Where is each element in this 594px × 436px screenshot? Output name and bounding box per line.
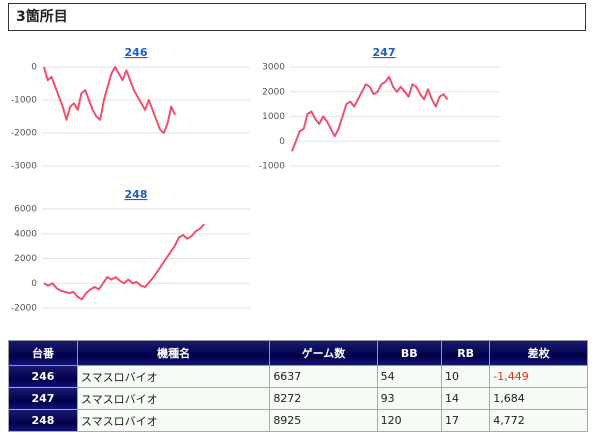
line: [43, 66, 176, 134]
table-row: 247 スマスロバイオ 8272 93 14 1,684: [8, 387, 588, 410]
chart-title[interactable]: 247: [373, 46, 396, 59]
y-tick-label: -1000: [11, 96, 37, 106]
table-cell: 6637: [269, 365, 378, 388]
table-cell: -1,449: [489, 365, 588, 388]
machine-number: 247: [8, 387, 78, 410]
table-cell: 120: [376, 409, 443, 432]
y-tick-label: 3000: [262, 63, 285, 73]
table-cell: 10: [440, 365, 491, 388]
machine-number: 248: [8, 409, 78, 432]
chart-title[interactable]: 248: [125, 188, 148, 201]
column-header: RB: [440, 340, 491, 366]
table-cell: スマスロバイオ: [76, 387, 271, 410]
y-tick-label: -2000: [11, 129, 37, 139]
table-cell: スマスロバイオ: [76, 409, 271, 432]
column-header: BB: [376, 340, 443, 366]
table-cell: 14: [440, 387, 491, 410]
table-cell: 1,684: [489, 387, 588, 410]
y-tick-label: 6000: [14, 205, 37, 215]
table-cell: 54: [376, 365, 443, 388]
y-tick-label: 0: [31, 279, 37, 289]
y-tick-label: -2000: [11, 304, 37, 314]
column-header: 差枚: [489, 340, 588, 366]
line: [291, 75, 449, 152]
charts: 246 0 -1000 -2000 -3000 247 3000 2000 1000 0 -1000…: [11, 46, 500, 314]
y-tick-label: 2000: [14, 254, 37, 264]
machine-number: 246: [8, 365, 78, 388]
table-row: 248 スマスロバイオ 8925 120 17 4,772: [8, 409, 588, 432]
table-cell: 8925: [269, 409, 378, 432]
y-tick-label: 4000: [14, 229, 37, 239]
table-row: 246 スマスロバイオ 6637 54 10 -1,449: [8, 365, 588, 388]
y-tick-label: 0: [31, 63, 37, 73]
y-tick-label: 0: [279, 137, 285, 147]
y-tick-label: 2000: [262, 87, 285, 97]
header-row: 台番 機種名 ゲーム数 BB RB 差枚: [8, 340, 588, 366]
table-cell: 8272: [269, 387, 378, 410]
chart-title[interactable]: 246: [125, 46, 148, 59]
table-cell: スマスロバイオ: [76, 365, 271, 388]
section-title: 3箇所目: [8, 3, 586, 31]
data-table: 台番 機種名 ゲーム数 BB RB 差枚 246 スマスロバイオ 6637 54 10 -1,449 2…: [8, 340, 588, 432]
column-header: ゲーム数: [269, 340, 378, 366]
line: [43, 223, 205, 301]
column-header: 台番: [8, 340, 78, 366]
table-cell: 93: [376, 387, 443, 410]
y-tick-label: -3000: [11, 162, 37, 172]
table-cell: 4,772: [489, 409, 588, 432]
table-cell: 17: [440, 409, 491, 432]
y-tick-label: 1000: [262, 112, 285, 122]
y-tick-label: -1000: [259, 162, 285, 172]
column-header: 機種名: [76, 340, 271, 366]
